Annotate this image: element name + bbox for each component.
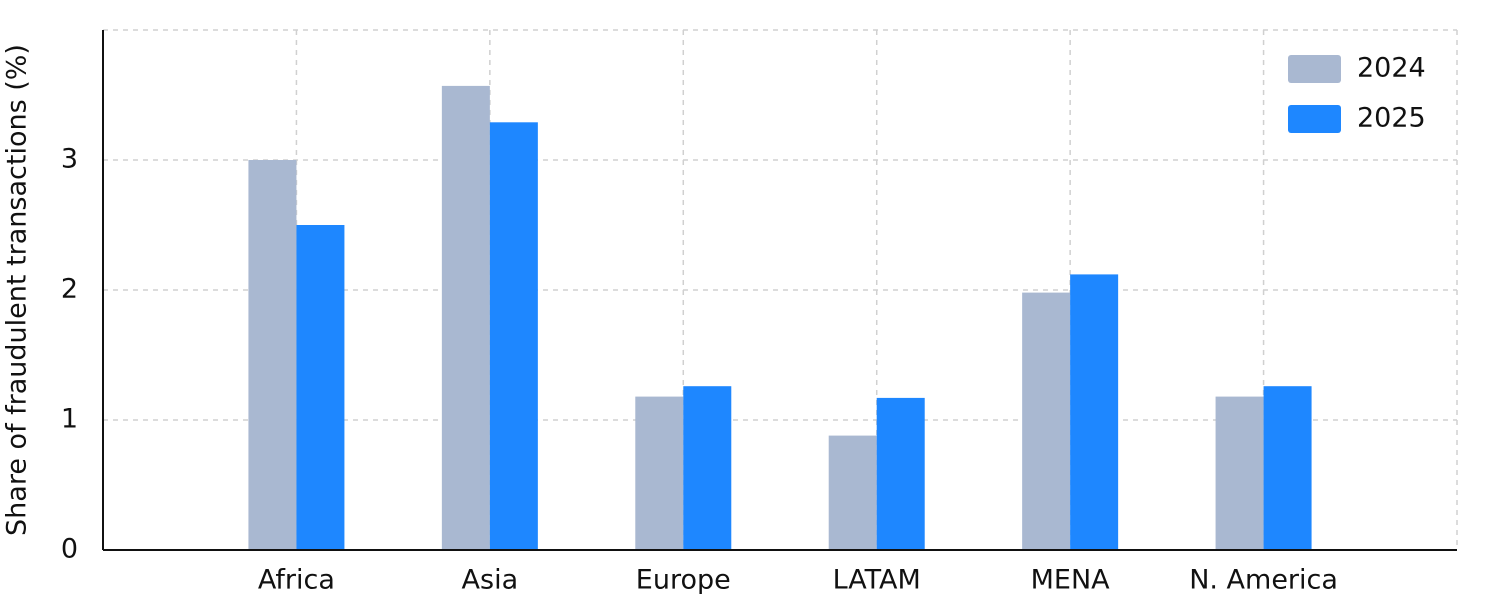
y-tick-label: 0	[61, 534, 78, 565]
x-tick-label: Africa	[258, 565, 335, 596]
x-tick-label: Asia	[462, 565, 519, 596]
bar	[1022, 292, 1071, 550]
y-axis-label: Share of fraudulent transactions (%)	[2, 44, 33, 536]
bar	[828, 435, 877, 550]
x-tick-label: MENA	[1031, 565, 1111, 596]
x-tick-label: LATAM	[833, 565, 921, 596]
legend-label: 2025	[1357, 103, 1426, 134]
y-tick-label: 2	[61, 274, 78, 305]
bar	[296, 225, 345, 550]
bar	[489, 122, 538, 551]
legend-swatch	[1288, 105, 1341, 133]
bar	[635, 396, 684, 550]
x-tick-label: Europe	[636, 565, 731, 596]
bar	[441, 85, 490, 551]
bar	[683, 386, 732, 550]
x-tick-label: N. America	[1189, 565, 1338, 596]
bar	[248, 160, 297, 550]
legend-label: 2024	[1357, 53, 1426, 84]
y-tick-label: 1	[61, 404, 78, 435]
bar	[1263, 386, 1312, 550]
bar	[876, 397, 925, 550]
legend-swatch	[1288, 55, 1341, 83]
bar	[1070, 274, 1119, 550]
bar	[1215, 396, 1264, 550]
y-tick-label: 3	[61, 144, 78, 175]
